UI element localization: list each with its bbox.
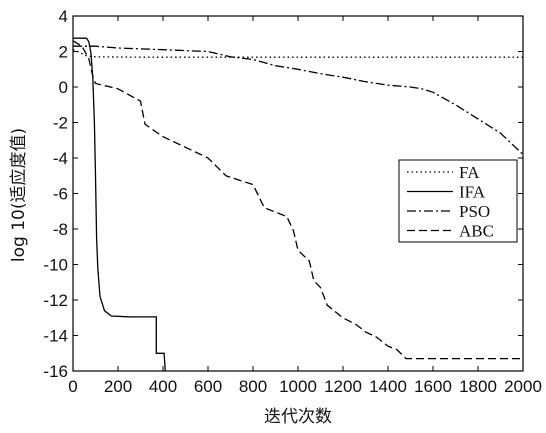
x-tick-label: 1000: [279, 377, 317, 396]
y-tick-label: -16: [43, 362, 68, 381]
y-tick-label: 2: [59, 43, 68, 62]
x-tick-label: 2000: [504, 377, 542, 396]
y-axis-ticks: 4 2 0 -2 -4 -6 -8 -10 -12 -14 -16: [43, 7, 523, 381]
y-tick-label: 4: [59, 7, 68, 26]
y-tick-label: -6: [53, 185, 68, 204]
y-tick-label: -14: [43, 327, 68, 346]
x-tick-label: 800: [239, 377, 267, 396]
series-layer: [72, 37, 524, 372]
x-tick-label: 600: [194, 377, 222, 396]
y-tick-label: -2: [53, 114, 68, 133]
y-tick-label: -4: [53, 149, 68, 168]
legend-box: [398, 159, 518, 243]
legend-label-ifa: IFA: [459, 183, 486, 202]
y-axis-label: log 10(适应度值): [9, 128, 29, 262]
series-line-ifa: [73, 37, 166, 372]
x-tick-label: 1400: [369, 377, 407, 396]
series-line-abc: [72, 40, 523, 360]
legend-label-fa: FA: [459, 163, 480, 182]
x-tick-label: 200: [104, 377, 132, 396]
x-axis-ticks: 0 200 400 600 800 1000 1200 1400 1600 1800 2000: [68, 16, 542, 396]
y-tick-label: -8: [53, 220, 68, 239]
x-tick-label: 1800: [459, 377, 497, 396]
x-tick-label: 400: [149, 377, 177, 396]
series-line-fa: [72, 49, 523, 58]
y-tick-label: -12: [43, 291, 68, 310]
x-tick-label: 1200: [324, 377, 362, 396]
x-tick-label: 1600: [414, 377, 452, 396]
y-tick-label: 0: [59, 78, 68, 97]
x-tick-label: 0: [68, 377, 77, 396]
series-line-pso: [73, 45, 524, 155]
y-tick-label: -10: [43, 256, 68, 275]
legend-label-abc: ABC: [459, 222, 494, 241]
legend-label-pso: PSO: [459, 202, 490, 221]
x-axis-label: 迭代次数: [264, 407, 332, 427]
